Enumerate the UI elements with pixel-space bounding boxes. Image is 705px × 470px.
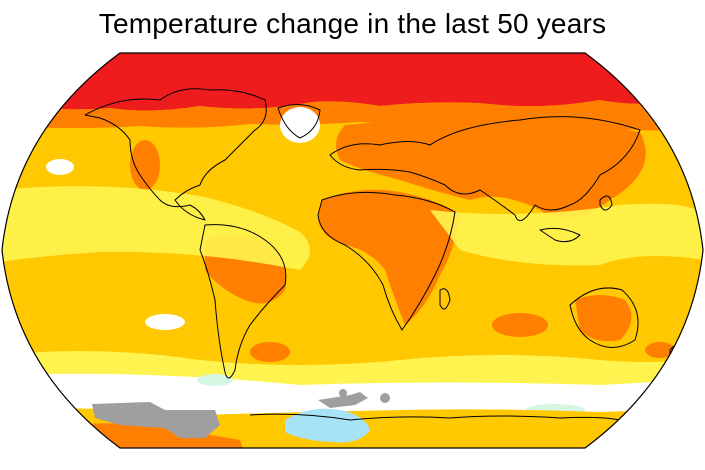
slight-cooling-patch xyxy=(197,374,233,386)
temperature-map xyxy=(1,52,704,449)
map-border xyxy=(1,52,704,449)
north-america-coastline xyxy=(84,88,267,221)
arctic-extreme-warming xyxy=(2,53,703,111)
africa-strong-warming xyxy=(318,189,460,325)
map-container xyxy=(0,50,705,470)
greenland-no-change xyxy=(280,107,320,143)
south-atlantic-warming-patch xyxy=(250,342,290,362)
pacific-slight-warming xyxy=(2,186,310,270)
indian-pacific-slight-warming xyxy=(430,203,703,266)
eurasia-strong-warming xyxy=(336,120,646,218)
madagascar-coastline xyxy=(439,288,451,310)
greenland-coastline xyxy=(277,104,321,139)
map-title: Temperature change in the last 50 years xyxy=(98,8,607,39)
south-pacific-no-change xyxy=(145,314,185,330)
south-america-coastline xyxy=(199,224,287,379)
pacific-no-change xyxy=(46,159,74,175)
japan-coastline xyxy=(599,195,613,211)
africa-coastline xyxy=(317,191,456,331)
eurasia-coastline xyxy=(329,116,641,222)
no-data-island-2 xyxy=(339,389,347,397)
australia-coastline xyxy=(569,287,639,348)
indonesia-coastline xyxy=(539,227,581,243)
indian-ocean-warming-patch xyxy=(492,313,548,337)
no-data-region-2 xyxy=(318,392,368,408)
pacific-warming-patch xyxy=(645,342,675,358)
no-data-island xyxy=(380,393,390,403)
no-data-region xyxy=(92,402,220,438)
antarctic-cooling xyxy=(285,408,370,443)
antarctica-coastline xyxy=(249,413,621,421)
australia-strong-warming xyxy=(575,295,632,342)
west-north-america-warming-patch xyxy=(130,140,160,190)
